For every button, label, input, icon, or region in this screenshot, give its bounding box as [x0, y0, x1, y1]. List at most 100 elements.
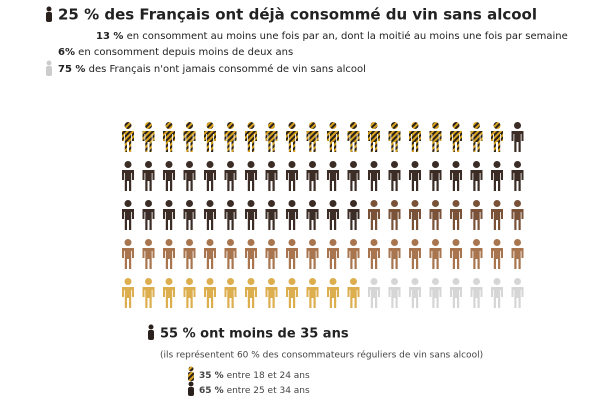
person-icon: [470, 278, 483, 308]
person-icon: [224, 161, 237, 191]
age-text: entre 18 et 24 ans: [227, 371, 310, 381]
person-icon: [450, 200, 462, 230]
person-icon: [429, 161, 442, 191]
person-icon: [142, 239, 155, 269]
person-icon: [224, 278, 237, 308]
person-icon: [409, 278, 421, 308]
person-icon: [347, 239, 360, 269]
person-icon: [204, 122, 216, 152]
stat-line: 6% en consomment depuis moins de deux an…: [58, 47, 293, 58]
age-line: 65 % entre 25 et 34 ans: [199, 386, 310, 396]
person-icon: [511, 200, 524, 230]
stat-text: en consomment au moins une fois par an, …: [127, 30, 568, 42]
person-icon: [388, 278, 401, 308]
person-icon: [122, 239, 134, 269]
person-icon: [286, 161, 298, 191]
person-icon: [347, 278, 360, 308]
age-value: 65 %: [199, 386, 224, 396]
person-icon: [183, 200, 196, 230]
stat-text: en consomment depuis moins de deux ans: [78, 47, 293, 58]
person-icon: [224, 122, 237, 152]
stat-text: des Français n'ont jamais consommé de vi…: [89, 63, 366, 75]
person-icon: [470, 200, 483, 230]
person-icon: [286, 278, 298, 308]
person-icon: [368, 161, 380, 191]
person-icon: [491, 239, 503, 269]
person-icon: [245, 122, 257, 152]
person-icon: [306, 278, 319, 308]
person-icon: [470, 161, 483, 191]
person-icon: [183, 278, 196, 308]
person-icon: [163, 278, 175, 308]
stat-line: 75 % des Français n'ont jamais consommé …: [58, 63, 366, 75]
person-icon: [122, 161, 134, 191]
person-icon: [450, 239, 462, 269]
person-icon: [265, 200, 278, 230]
stat-value: 75 %: [58, 64, 85, 75]
person-icon: [286, 122, 298, 152]
gray-icon: [46, 60, 52, 76]
person-icon: [265, 239, 278, 269]
person-icon: [163, 161, 175, 191]
person-icon: [368, 200, 380, 230]
person-icon: [245, 239, 257, 269]
person-icon: [306, 161, 319, 191]
person-icon: [286, 200, 298, 230]
person-icon: [347, 122, 360, 152]
person-icon: [491, 161, 503, 191]
person-icon: [142, 200, 155, 230]
person-icon: [409, 200, 421, 230]
person-icon: [470, 122, 483, 152]
person-icon: [163, 200, 175, 230]
person-icon: [450, 122, 462, 152]
person-icon: [409, 239, 421, 269]
person-icon: [388, 200, 401, 230]
person-icon: [368, 239, 380, 269]
person-icon: [163, 122, 175, 152]
person-icon: [265, 122, 278, 152]
person-icon: [368, 122, 380, 152]
stat-value: 13 %: [96, 31, 123, 42]
age-text: entre 25 et 34 ans: [227, 386, 310, 396]
icon-striped: [188, 366, 194, 381]
stat-value: 6%: [58, 47, 75, 58]
person-icon: [511, 278, 524, 308]
person-icon: [429, 122, 442, 152]
person-icon: [265, 278, 278, 308]
title-icon: [46, 6, 52, 22]
person-icon: [245, 200, 257, 230]
person-icon: [306, 200, 319, 230]
person-icon: [183, 239, 196, 269]
person-icon: [429, 200, 442, 230]
person-icon: [388, 122, 401, 152]
person-icon: [327, 200, 339, 230]
person-icon: [204, 200, 216, 230]
person-icon: [204, 161, 216, 191]
icon-dark: [188, 381, 194, 396]
person-icon: [327, 239, 339, 269]
person-icon: [450, 161, 462, 191]
person-icon: [122, 200, 134, 230]
person-icon: [327, 278, 339, 308]
stat-line: 13 % en consomment au moins une fois par…: [96, 30, 568, 42]
person-icon: [224, 239, 237, 269]
person-icon: [306, 239, 319, 269]
person-icon: [491, 278, 503, 308]
person-icon: [491, 200, 503, 230]
person-icon: [245, 161, 257, 191]
person-icon: [388, 161, 401, 191]
person-icon: [347, 200, 360, 230]
person-icon: [183, 161, 196, 191]
person-icon: [347, 161, 360, 191]
person-icon: [306, 122, 319, 152]
person-icon: [429, 278, 442, 308]
person-icon: [163, 239, 175, 269]
age-line: 35 % entre 18 et 24 ans: [199, 371, 310, 381]
person-icon: [142, 278, 155, 308]
person-icon: [327, 122, 339, 152]
person-icon: [286, 239, 298, 269]
person-icon: [450, 278, 462, 308]
person-icon: [409, 161, 421, 191]
